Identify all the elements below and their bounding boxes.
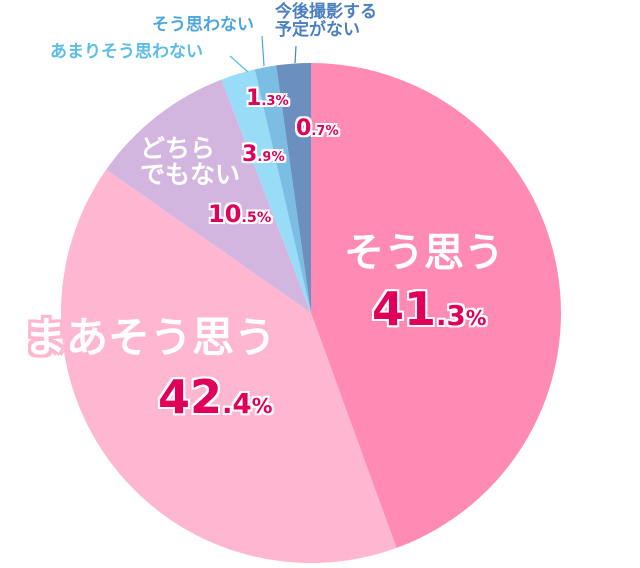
value-int: 1 bbox=[246, 86, 262, 111]
value-int: 0 bbox=[296, 116, 312, 141]
value-int: 42 bbox=[158, 370, 223, 424]
value-unit: % bbox=[256, 210, 272, 226]
slice-value-sou-omowanai: 1.3% bbox=[246, 86, 289, 111]
slice-label-dochira: どちら でもない bbox=[140, 134, 241, 190]
slice-value-sou-omou: 41.3% bbox=[372, 282, 486, 336]
slice-value-amari: 3.9% bbox=[242, 142, 285, 167]
slice-label-yotei-nai-line2: 予定がない bbox=[275, 19, 360, 40]
slice-label-sou-omowanai: そう思わない bbox=[152, 15, 254, 35]
pie-slice-1 bbox=[60, 169, 397, 564]
value-dec: .7 bbox=[311, 124, 326, 139]
slice-value-maa-sou-omou: 42.4% bbox=[158, 370, 272, 424]
pie-slice-4 bbox=[254, 65, 311, 313]
slice-label-yotei-nai: 今後撮影する 予定がない bbox=[275, 2, 377, 40]
value-int: 3 bbox=[242, 142, 258, 167]
slice-value-dochira: 10.5% bbox=[208, 200, 271, 228]
leader-line-yotei-nai bbox=[294, 45, 297, 64]
value-dec: .3 bbox=[261, 94, 276, 109]
pie-slice-2 bbox=[106, 79, 311, 314]
value-int: 10 bbox=[208, 200, 242, 228]
value-dec: .5 bbox=[241, 210, 257, 226]
value-unit: % bbox=[325, 124, 339, 139]
slice-label-yotei-nai-line1: 今後撮影する bbox=[275, 2, 377, 22]
value-unit: % bbox=[465, 306, 487, 330]
value-unit: % bbox=[275, 94, 289, 109]
slice-label-amari: あまりそう思わない bbox=[50, 42, 203, 62]
value-dec: .4 bbox=[222, 387, 252, 420]
value-unit: % bbox=[271, 150, 285, 165]
leader-line-amari bbox=[229, 55, 249, 73]
slice-label-dochira-line1: どちら bbox=[140, 134, 216, 163]
pie-slice-5 bbox=[276, 63, 311, 313]
slice-value-yotei-nai: 0.7% bbox=[296, 116, 339, 141]
value-unit: % bbox=[251, 394, 273, 418]
value-int: 41 bbox=[372, 282, 437, 336]
leader-line-sou-omowanai bbox=[261, 35, 265, 67]
pie-slices bbox=[60, 63, 562, 564]
slice-label-maa-sou-omou: まあそう思う bbox=[24, 313, 277, 362]
pie-slice-3 bbox=[221, 69, 311, 313]
value-dec: .9 bbox=[257, 150, 272, 165]
slice-label-dochira-line2: でもない bbox=[140, 160, 241, 190]
leader-lines bbox=[229, 35, 297, 73]
pie-slice-0 bbox=[311, 63, 562, 548]
slice-label-sou-omou: そう思う bbox=[344, 230, 504, 276]
value-dec: .3 bbox=[436, 299, 466, 332]
